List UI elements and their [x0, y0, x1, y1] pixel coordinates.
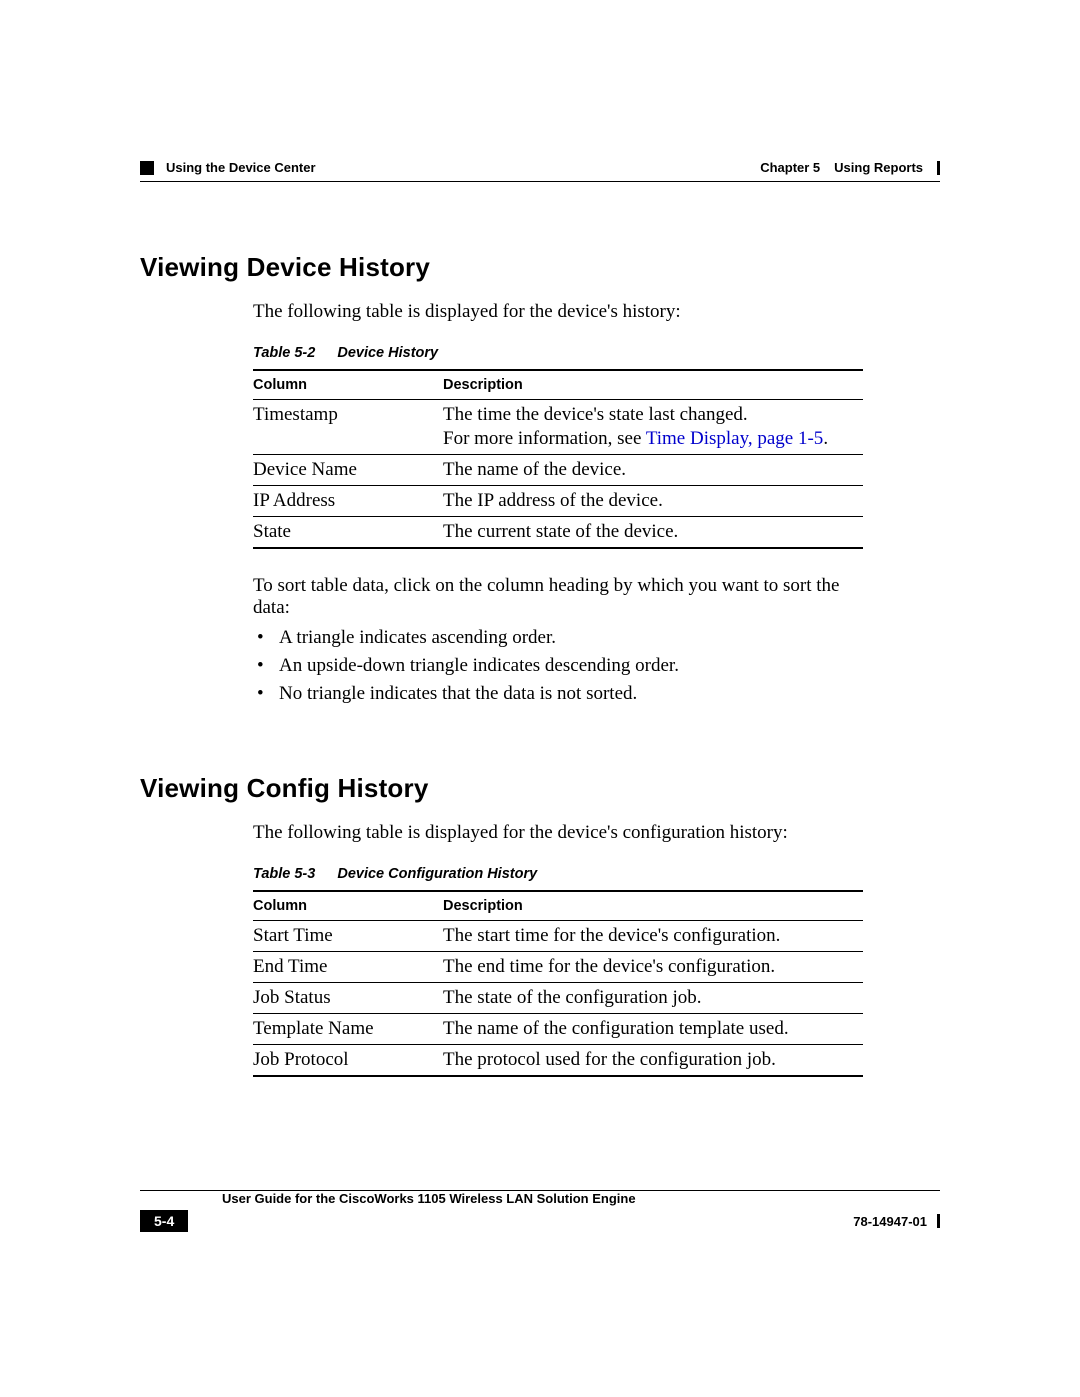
section2-intro: The following table is displayed for the…: [253, 822, 940, 844]
table-row: IP Address The IP address of the device.: [253, 486, 863, 517]
table2-caption: Table 5-3 Device Configuration History: [253, 866, 940, 882]
table-row: Template Name The name of the configurat…: [253, 1014, 863, 1045]
cell-column: Timestamp: [253, 400, 443, 455]
list-item: An upside-down triangle indicates descen…: [279, 655, 833, 677]
header-bar-icon: [937, 161, 940, 175]
cell-description: The protocol used for the configuration …: [443, 1045, 863, 1077]
cell-column: Job Status: [253, 983, 443, 1014]
table-row: End Time The end time for the device's c…: [253, 952, 863, 983]
col-header-column: Column: [253, 370, 443, 400]
list-item: A triangle indicates ascending order.: [279, 627, 833, 649]
cell-description: The current state of the device.: [443, 517, 863, 549]
table1-block: Table 5-2 Device History Column Descript…: [253, 345, 940, 549]
cell-description: The end time for the device's configurat…: [443, 952, 863, 983]
table-header-row: Column Description: [253, 370, 863, 400]
table-row: Timestamp The time the device's state la…: [253, 400, 863, 455]
table1-caption-num: Table 5-2: [253, 345, 315, 361]
cell-description: The start time for the device's configur…: [443, 921, 863, 952]
cell-column: State: [253, 517, 443, 549]
table1-caption-title: Device History: [337, 345, 438, 361]
page-content: Using the Device Center Chapter 5 Using …: [140, 160, 940, 1103]
heading-viewing-config-history: Viewing Config History: [140, 773, 940, 804]
table-row: Device Name The name of the device.: [253, 455, 863, 486]
cell-description: The time the device's state last changed…: [443, 400, 863, 455]
footer-line2: 5-4 78-14947-01: [140, 1210, 940, 1232]
table-row: Job Protocol The protocol used for the c…: [253, 1045, 863, 1077]
sort-note: To sort table data, click on the column …: [253, 575, 863, 619]
table2-caption-title: Device Configuration History: [337, 866, 537, 882]
col-header-description: Description: [443, 891, 863, 921]
desc-suffix: .: [823, 428, 828, 449]
table-header-row: Column Description: [253, 891, 863, 921]
page-number-badge: 5-4: [140, 1210, 188, 1232]
running-footer: User Guide for the CiscoWorks 1105 Wirel…: [140, 1190, 940, 1232]
cell-description: The name of the device.: [443, 455, 863, 486]
desc-line2: For more information, see Time Display, …: [443, 428, 859, 450]
footer-docnum-wrap: 78-14947-01: [853, 1214, 940, 1229]
table-row: Start Time The start time for the device…: [253, 921, 863, 952]
footer-guide-title: User Guide for the CiscoWorks 1105 Wirel…: [140, 1191, 940, 1206]
header-square-icon: [140, 161, 154, 175]
table-row: Job Status The state of the configuratio…: [253, 983, 863, 1014]
section1-intro: The following table is displayed for the…: [253, 301, 940, 323]
table-row: State The current state of the device.: [253, 517, 863, 549]
cell-description: The state of the configuration job.: [443, 983, 863, 1014]
cell-description: The name of the configuration template u…: [443, 1014, 863, 1045]
header-chapter-label: Chapter 5: [760, 160, 820, 175]
col-header-description: Description: [443, 370, 863, 400]
header-section-crumb: Using the Device Center: [166, 160, 316, 175]
header-right: Chapter 5 Using Reports: [760, 160, 940, 175]
desc-more-prefix: For more information, see: [443, 428, 646, 449]
config-history-table: Column Description Start Time The start …: [253, 890, 863, 1077]
desc-line1: The time the device's state last changed…: [443, 404, 859, 426]
cell-column: Device Name: [253, 455, 443, 486]
running-header: Using the Device Center Chapter 5 Using …: [140, 160, 940, 182]
footer-bar-icon: [937, 1214, 940, 1228]
header-left: Using the Device Center: [140, 160, 316, 175]
table1-caption: Table 5-2 Device History: [253, 345, 940, 361]
heading-viewing-device-history: Viewing Device History: [140, 252, 940, 283]
cell-column: End Time: [253, 952, 443, 983]
cell-column: IP Address: [253, 486, 443, 517]
time-display-link[interactable]: Time Display, page 1-5: [646, 428, 824, 449]
col-header-column: Column: [253, 891, 443, 921]
list-item: No triangle indicates that the data is n…: [279, 683, 833, 705]
cell-description: The IP address of the device.: [443, 486, 863, 517]
table2-caption-num: Table 5-3: [253, 866, 315, 882]
device-history-table: Column Description Timestamp The time th…: [253, 369, 863, 549]
sort-bullets: A triangle indicates ascending order. An…: [253, 627, 833, 705]
cell-column: Job Protocol: [253, 1045, 443, 1077]
header-chapter-title: Using Reports: [834, 160, 923, 175]
table2-block: Table 5-3 Device Configuration History C…: [253, 866, 940, 1077]
footer-doc-number: 78-14947-01: [853, 1214, 927, 1229]
cell-column: Start Time: [253, 921, 443, 952]
cell-column: Template Name: [253, 1014, 443, 1045]
